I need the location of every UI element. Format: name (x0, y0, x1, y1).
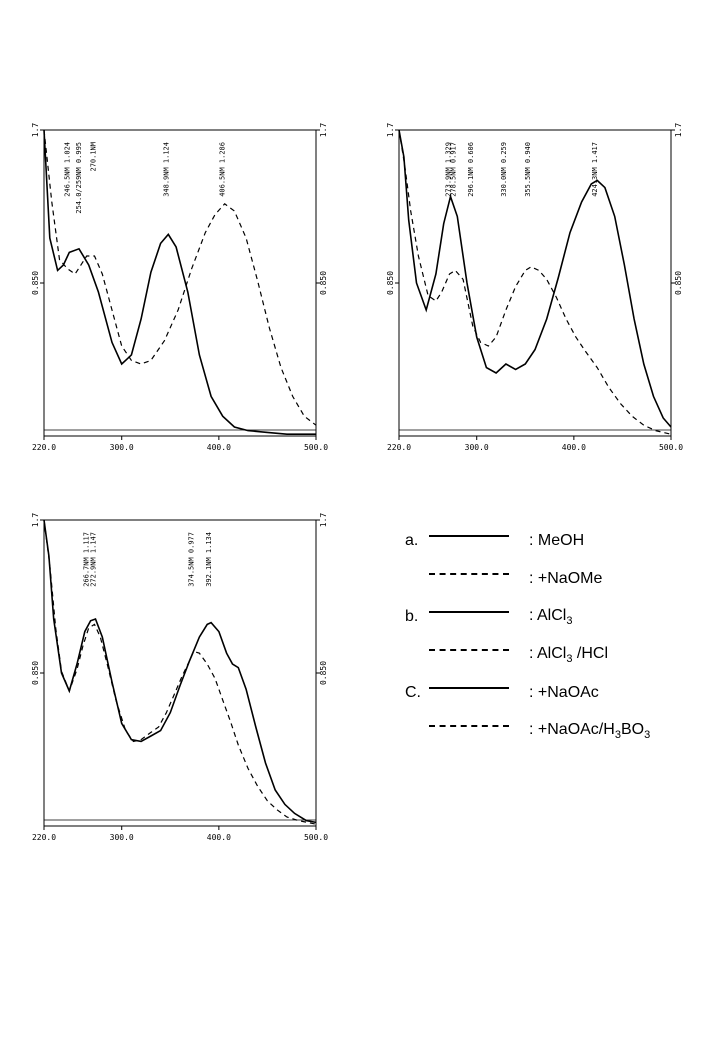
svg-text:1.7: 1.7 (319, 123, 328, 138)
svg-text:246.5NM 1.024: 246.5NM 1.024 (63, 142, 71, 197)
svg-text:296.1NM 0.606: 296.1NM 0.606 (467, 142, 475, 197)
svg-text:392.1NM 1.134: 392.1NM 1.134 (205, 532, 213, 587)
svg-text:300.0: 300.0 (110, 833, 134, 842)
legend-row: : +NaOMe (405, 568, 700, 590)
svg-text:400.0: 400.0 (207, 443, 231, 452)
legend-row: C. : +NaOAc (405, 682, 700, 704)
svg-text:1.7: 1.7 (674, 123, 683, 138)
svg-text:270.1NM: 270.1NM (89, 142, 97, 172)
legend-row: : AlCl3 /HCl (405, 644, 700, 666)
svg-text:348.9NM 1.124: 348.9NM 1.124 (162, 142, 170, 197)
legend-label: : +NaOMe (529, 570, 602, 588)
svg-text:374.5NM 0.977: 374.5NM 0.977 (188, 532, 196, 587)
svg-text:400.0: 400.0 (207, 833, 231, 842)
svg-text:500.0: 500.0 (659, 443, 683, 452)
svg-text:220.0: 220.0 (32, 443, 56, 452)
legend-row: a. : MeOH (405, 530, 700, 552)
svg-text:220.0: 220.0 (387, 443, 411, 452)
legend-dashed-line-icon (429, 649, 509, 671)
legend-label: : AlCl3 (529, 607, 572, 627)
page: 220.0 300.0 400.0 500.0 0.850 0.850 1.7 1.7 246.… (0, 0, 720, 1040)
chart-c: 220.0300.0400.0500.00.8500.8501.71.7266.… (20, 510, 340, 850)
legend-letter: a. (405, 532, 429, 550)
legend-solid-line-icon (429, 687, 509, 709)
legend-dashed-line-icon (429, 573, 509, 595)
legend-label: : +NaOAc (529, 684, 599, 702)
legend: a. : MeOH : +NaOMe b. : AlCl3 : AlCl3 /HCl C.:… (375, 510, 700, 850)
svg-text:0.850: 0.850 (674, 271, 683, 295)
legend-label: : +NaOAc/H3BO3 (529, 721, 650, 741)
legend-row: : +NaOAc/H3BO3 (405, 720, 700, 742)
svg-text:278.5NM 0.917: 278.5NM 0.917 (449, 142, 457, 197)
svg-text:1.7: 1.7 (386, 123, 395, 138)
svg-text:0.850: 0.850 (31, 661, 40, 685)
chart-b: 220.0300.0400.0500.00.8500.8501.71.7273.… (375, 120, 695, 460)
svg-text:300.0: 300.0 (110, 443, 134, 452)
charts-grid: 220.0 300.0 400.0 500.0 0.850 0.850 1.7 1.7 246.… (20, 120, 700, 850)
legend-solid-line-icon (429, 611, 509, 633)
legend-label: : MeOH (529, 532, 584, 550)
svg-text:424.3NM 1.417: 424.3NM 1.417 (591, 142, 599, 197)
svg-text:0.850: 0.850 (319, 271, 328, 295)
svg-text:300.0: 300.0 (465, 443, 489, 452)
svg-text:406.5NM 1.286: 406.5NM 1.286 (219, 142, 227, 197)
svg-text:355.5NM 0.940: 355.5NM 0.940 (524, 142, 532, 197)
svg-text:400.0: 400.0 (562, 443, 586, 452)
chart-a: 220.0 300.0 400.0 500.0 0.850 0.850 1.7 1.7 246.… (20, 120, 340, 460)
legend-solid-line-icon (429, 535, 509, 557)
legend-label: : AlCl3 /HCl (529, 645, 608, 665)
svg-text:0.850: 0.850 (386, 271, 395, 295)
svg-text:1.7: 1.7 (319, 513, 328, 528)
svg-text:220.0: 220.0 (32, 833, 56, 842)
svg-text:254.0/259NM 0.995: 254.0/259NM 0.995 (75, 142, 83, 214)
svg-text:500.0: 500.0 (304, 443, 328, 452)
svg-text:272.9NM 1.147: 272.9NM 1.147 (89, 532, 97, 587)
svg-text:0.850: 0.850 (319, 661, 328, 685)
svg-text:1.7: 1.7 (31, 513, 40, 528)
svg-text:0.850: 0.850 (31, 271, 40, 295)
svg-text:500.0: 500.0 (304, 833, 328, 842)
svg-text:330.0NM 0.259: 330.0NM 0.259 (500, 142, 508, 197)
legend-letter: C. (405, 684, 429, 702)
legend-dashed-line-icon (429, 725, 509, 747)
legend-letter: b. (405, 608, 429, 626)
svg-text:1.7: 1.7 (31, 123, 40, 138)
legend-row: b. : AlCl3 (405, 606, 700, 628)
